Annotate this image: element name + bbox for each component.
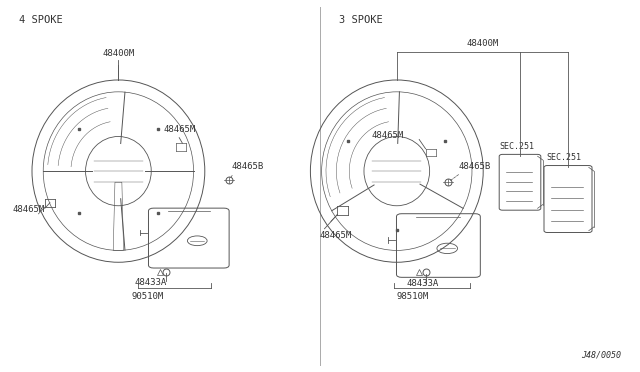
Text: 48400M: 48400M: [467, 39, 499, 48]
Text: 48433A: 48433A: [406, 279, 438, 288]
Text: SEC.251: SEC.251: [546, 153, 581, 162]
Text: 48465M: 48465M: [163, 125, 195, 134]
Text: 48465B: 48465B: [459, 162, 491, 171]
Text: 98510M: 98510M: [397, 292, 429, 301]
Text: 48465M: 48465M: [320, 231, 352, 240]
Text: 90510M: 90510M: [131, 292, 163, 301]
Text: SEC.251: SEC.251: [499, 142, 534, 151]
Text: 48465M: 48465M: [371, 131, 403, 140]
Text: 48433A: 48433A: [134, 278, 166, 286]
Text: 3 SPOKE: 3 SPOKE: [339, 15, 383, 25]
Text: 4 SPOKE: 4 SPOKE: [19, 15, 63, 25]
Text: 48400M: 48400M: [102, 49, 134, 58]
Text: J48/0050: J48/0050: [581, 350, 621, 359]
Text: 48465M: 48465M: [13, 205, 45, 214]
Text: 48465B: 48465B: [232, 161, 264, 170]
